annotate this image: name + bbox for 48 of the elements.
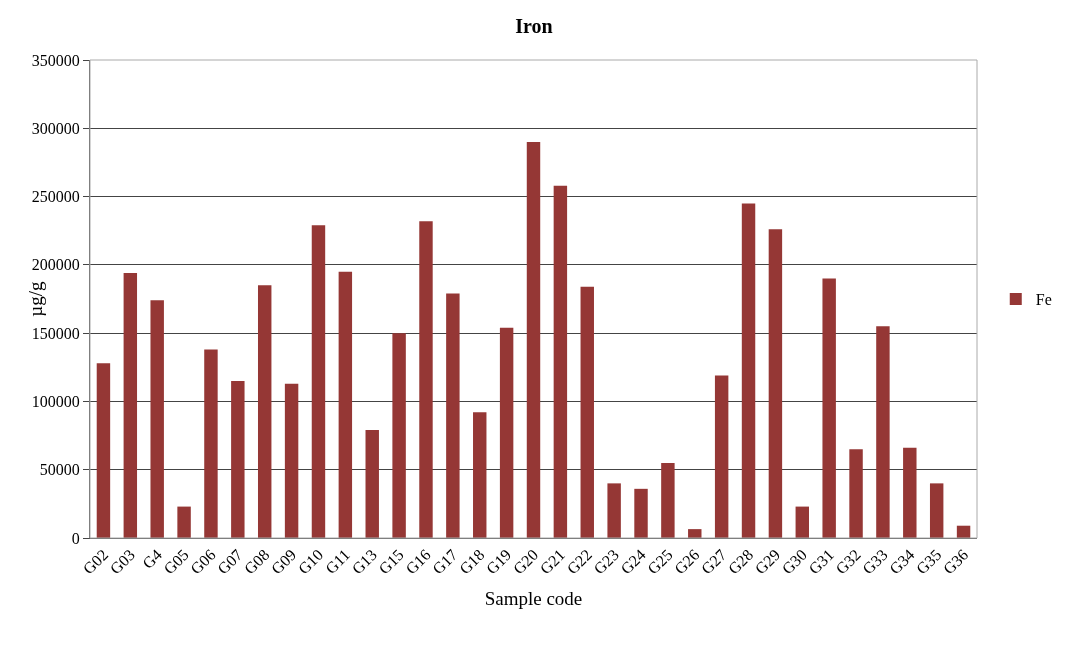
y-tick-label: 50000 [39,461,80,479]
x-tick-label: G28 [724,545,757,578]
bar [634,488,648,538]
bar [580,286,594,538]
x-tick-label: G34 [886,545,918,578]
bar [661,462,675,538]
bar [419,221,433,538]
bar [714,375,729,538]
y-tick-label: 250000 [31,188,80,206]
y-tick-label: 350000 [31,51,80,69]
bar [553,185,568,538]
bar [365,430,379,538]
chart-title: Iron [515,15,553,38]
y-tick-label: 150000 [31,324,80,342]
x-axis-title: Sample code [484,588,583,609]
bar [607,483,621,538]
bar [231,380,245,538]
x-tick-label: G4 [139,545,165,572]
bar [150,300,164,538]
bar [177,506,191,538]
bar [123,273,138,538]
bar [204,349,218,538]
y-tick-label: 200000 [31,256,80,274]
y-axis-title: µg/g [25,280,46,317]
bar [338,271,353,538]
y-tick-label: 0 [71,529,80,547]
x-tick-label: G02 [79,545,112,578]
bar [473,412,487,538]
bar [499,327,514,538]
bar [741,203,756,538]
bar [284,383,299,538]
bar [526,141,541,538]
bar [446,293,460,538]
bar [822,278,836,538]
x-tick-label: G20 [509,545,542,578]
bar [311,225,326,538]
bar [768,229,783,538]
bar [392,333,406,538]
bar [257,285,272,538]
y-tick-label: 300000 [31,119,80,137]
bar [903,447,917,538]
bar [795,506,810,538]
bar [849,449,863,538]
y-tick-label: 100000 [31,393,80,411]
bar [876,326,890,538]
legend-label: Fe [1035,291,1052,309]
bar [929,483,944,538]
bar [96,363,111,538]
